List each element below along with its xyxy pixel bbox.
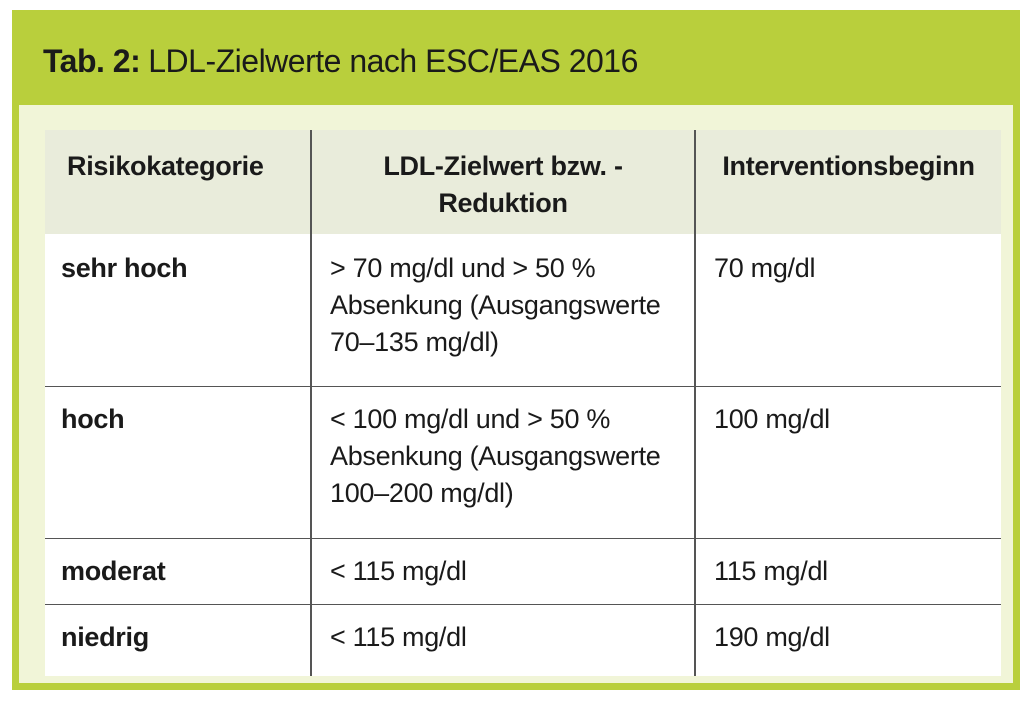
cell-start: 70 mg/dl [694,234,1001,387]
cell-target: > 70 mg/dl und > 50 % Absenkung (Ausgang… [310,234,695,387]
table-row: sehr hoch > 70 mg/dl und > 50 % Absenkun… [45,234,1001,387]
cell-start: 190 mg/dl [694,604,1001,676]
table-row: hoch < 100 mg/dl und > 50 % Absenkung (A… [45,386,1001,539]
cell-target: < 100 mg/dl und > 50 % Absenkung (Ausgan… [310,386,695,539]
header-intervention-start: Interventionsbeginn [694,130,1001,234]
table-title: Tab. 2: LDL-Zielwerte nach ESC/EAS 2016 [19,17,1013,105]
cell-target: < 115 mg/dl [310,604,695,676]
cell-risk: sehr hoch [45,234,311,387]
table-row: niedrig < 115 mg/dl 190 mg/dl [45,604,1001,676]
table-box: Tab. 2: LDL-Zielwerte nach ESC/EAS 2016 … [12,10,1020,690]
cell-target: < 115 mg/dl [310,538,695,605]
table-row: moderat < 115 mg/dl 115 mg/dl [45,538,1001,605]
cell-risk: niedrig [45,604,311,676]
header-risk-category: Risikokategorie [45,130,311,234]
table-container: Risikokategorie LDL-Zielwert bzw. -Reduk… [45,130,1001,676]
cell-start: 115 mg/dl [694,538,1001,605]
cell-risk: hoch [45,386,311,539]
table-caption: LDL-Zielwerte nach ESC/EAS 2016 [148,42,638,79]
table-number: Tab. 2: [43,42,141,79]
header-row: Risikokategorie LDL-Zielwert bzw. -Reduk… [45,130,1001,234]
cell-risk: moderat [45,538,311,605]
ldl-target-table: Risikokategorie LDL-Zielwert bzw. -Reduk… [45,130,1001,676]
cell-start: 100 mg/dl [694,386,1001,539]
header-ldl-target: LDL-Zielwert bzw. -Reduktion [310,130,695,234]
